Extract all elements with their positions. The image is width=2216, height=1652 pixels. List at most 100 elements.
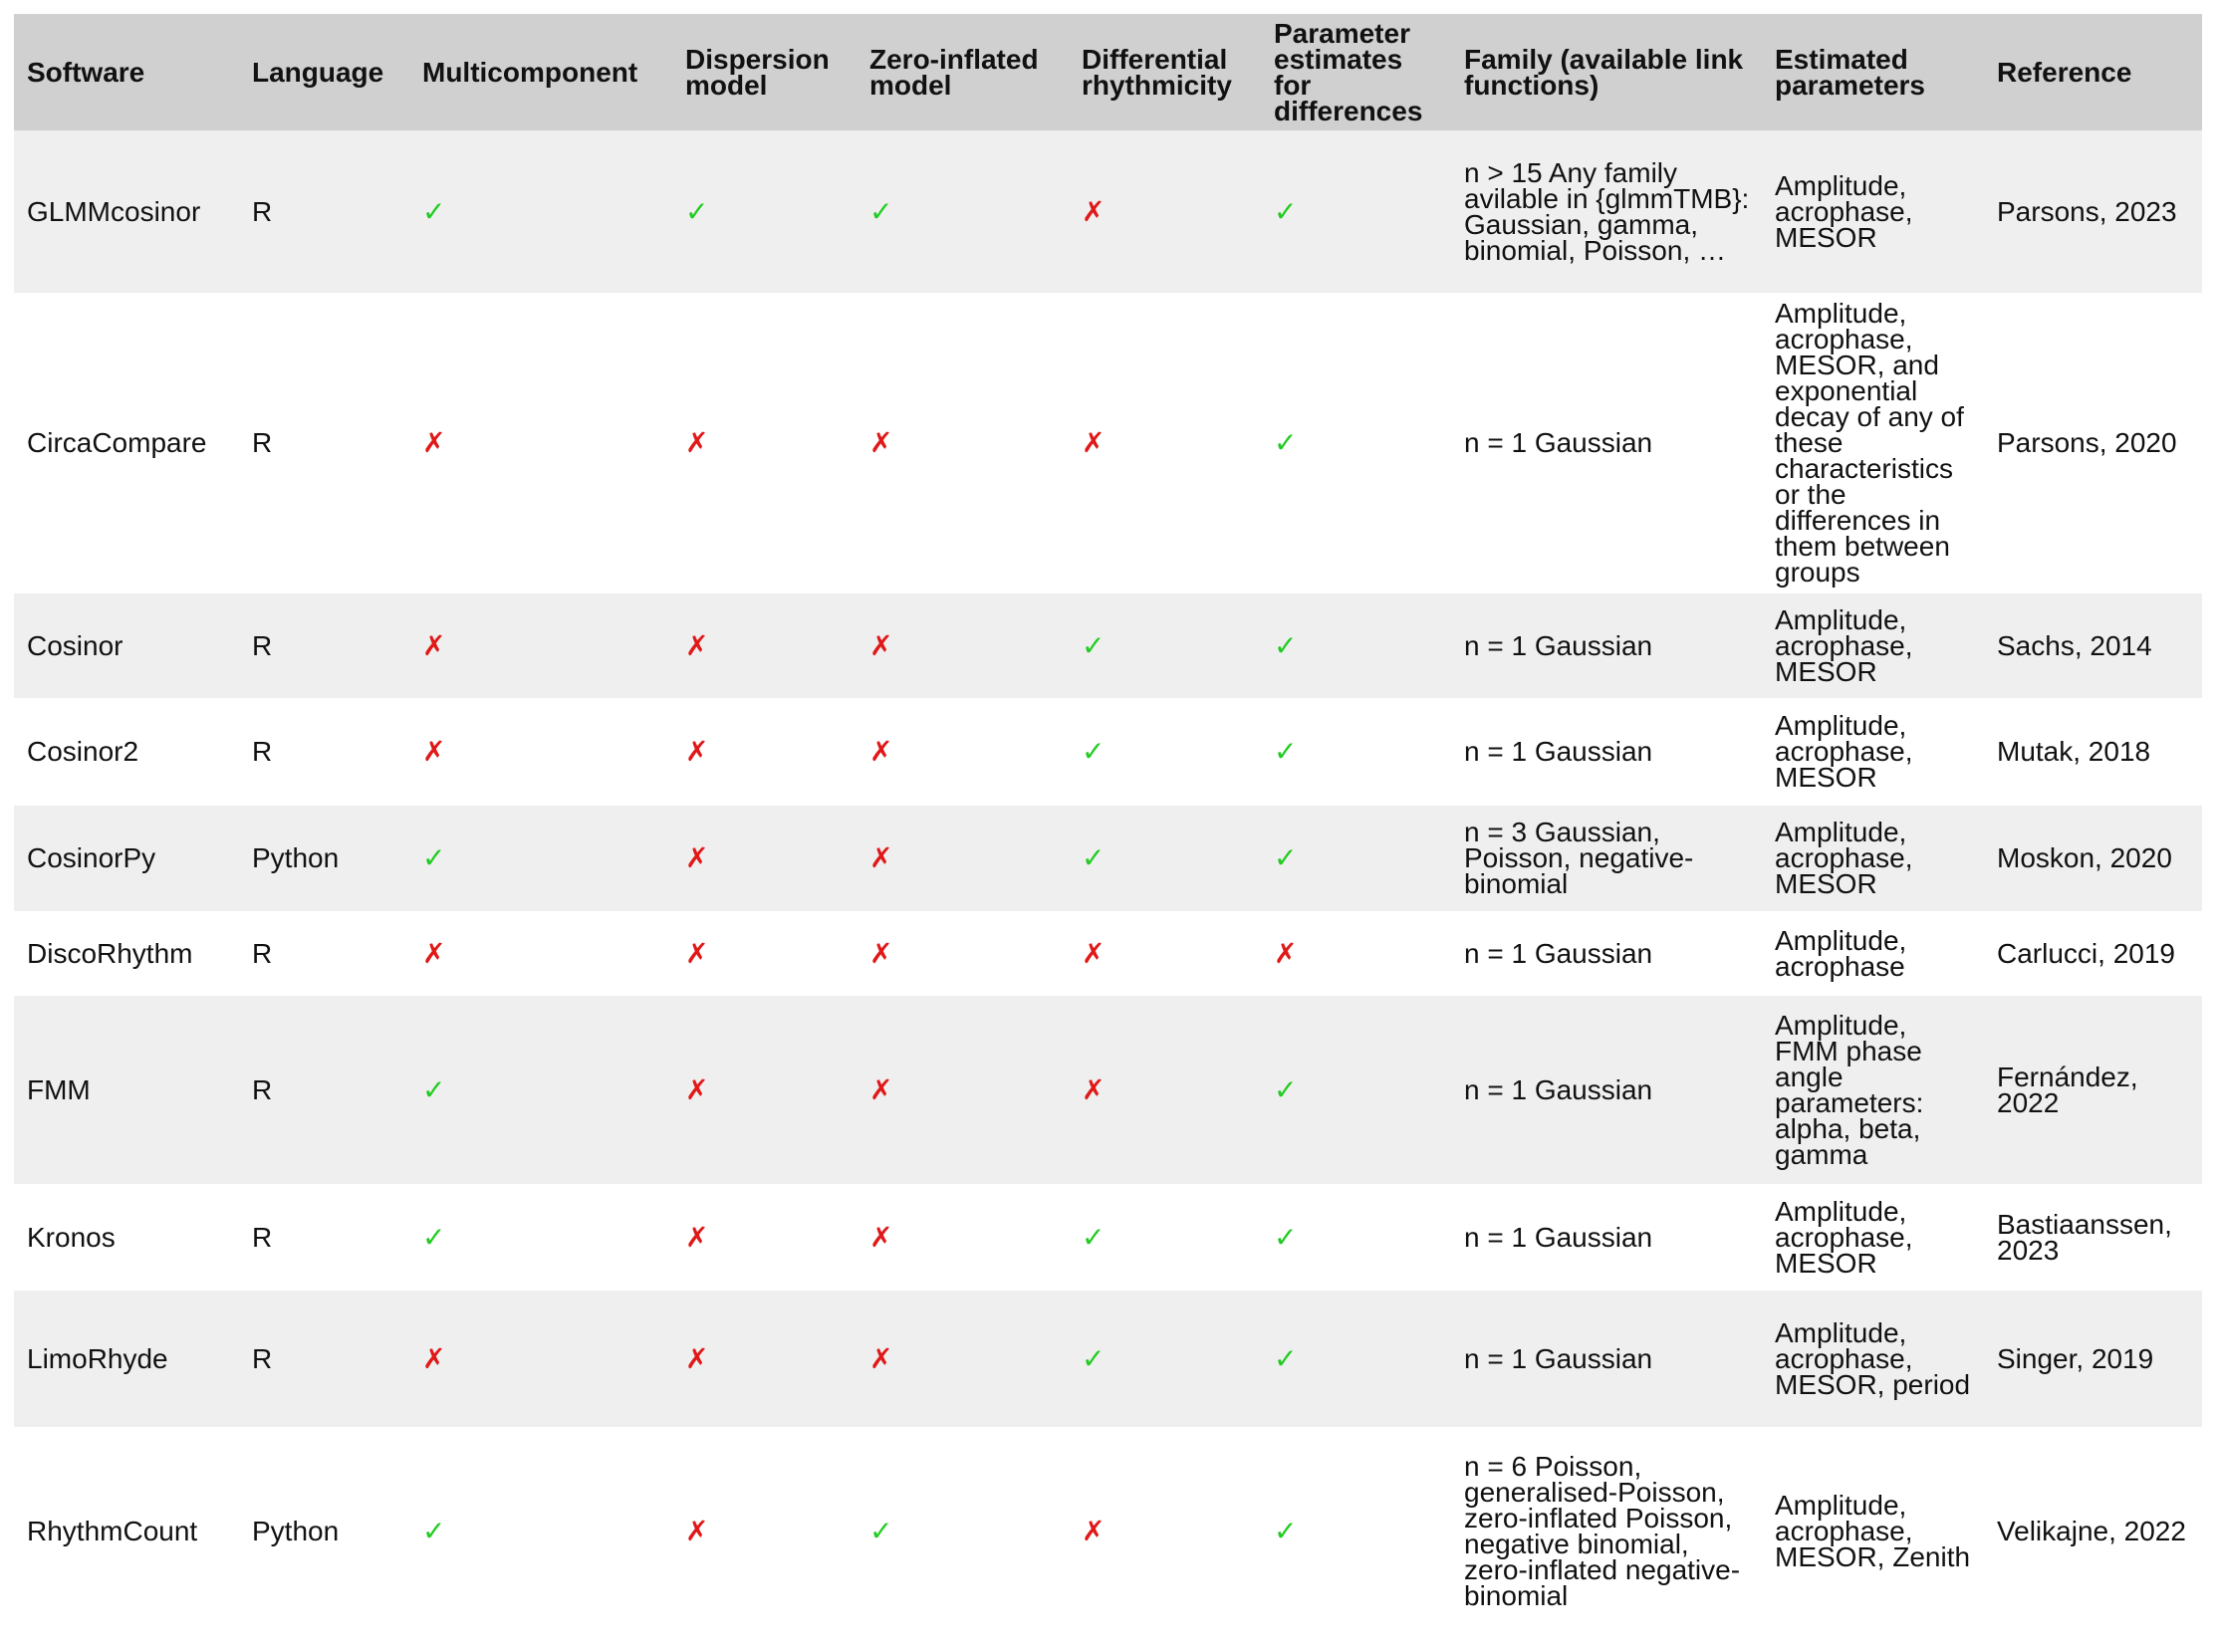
- table-cell: ✗: [409, 593, 672, 698]
- table-cell: ✗: [409, 911, 672, 996]
- cell-text: ✗: [422, 736, 446, 767]
- cell-text: n = 1 Gaussian: [1464, 1073, 1653, 1105]
- cell-text: ✓: [1082, 1221, 1106, 1253]
- cell-text: ✗: [685, 427, 709, 458]
- table-row: RhythmCount Python ✓ ✗ ✓ ✗ ✓ n = 6 Poisson, gen…: [14, 1427, 2202, 1636]
- cell-text: R: [252, 427, 273, 458]
- cell-text: Carlucci, 2019: [1997, 937, 2175, 969]
- cell-text: R: [252, 736, 273, 767]
- cell-text: Amplitude, acrophase, MESOR: [1775, 817, 1913, 899]
- cell-text: n > 15 Any family avilable in {glmmTMB}:…: [1464, 159, 1750, 264]
- cell-text: ✗: [685, 1342, 709, 1374]
- cell-text: ✓: [685, 195, 709, 227]
- cell-text: FMM: [27, 1073, 91, 1105]
- cell-text: R: [252, 1342, 273, 1374]
- cell-text: Amplitude, acrophase, MESOR: [1775, 169, 1913, 253]
- table-cell: Sachs, 2014: [1984, 593, 2202, 698]
- cell-text: LimoRhyde: [27, 1342, 168, 1374]
- cell-text: ✓: [1274, 1516, 1298, 1546]
- table-cell: ✗: [672, 911, 857, 996]
- cell-text: ✓: [1274, 842, 1298, 873]
- table-row: CosinorPy Python ✓ ✗ ✗ ✓ ✓ n = 3 Gaussian, Pois…: [14, 806, 2202, 911]
- table-cell: R: [239, 130, 409, 293]
- table-cell: ✓: [1069, 1184, 1261, 1291]
- cell-text: ✗: [1082, 937, 1106, 969]
- table-cell: Amplitude, acrophase: [1762, 911, 1984, 996]
- cell-text: DiscoRhythm: [27, 937, 193, 969]
- table-cell: Mutak, 2018: [1984, 698, 2202, 806]
- table-cell: ✓: [1261, 1184, 1451, 1291]
- cell-text: ✗: [422, 937, 446, 969]
- table-cell: ✓: [1261, 293, 1451, 593]
- table-cell: Amplitude, acrophase, MESOR: [1762, 593, 1984, 698]
- cell-text: n = 6 Poisson, generalised-Poisson, zero…: [1464, 1451, 1741, 1611]
- comparison-table: Software Language Multicomponent Dispersion…: [14, 14, 2202, 1636]
- table-cell: Amplitude, acrophase, MESOR, and exponen…: [1762, 293, 1984, 593]
- table-cell: Amplitude, acrophase, MESOR: [1762, 1184, 1984, 1291]
- table-cell: Cosinor2: [14, 698, 239, 806]
- table-cell: ✓: [672, 130, 857, 293]
- cell-text: ✗: [1082, 195, 1106, 227]
- cell-text: Fernández, 2022: [1997, 1061, 2138, 1118]
- table-cell: ✗: [857, 996, 1069, 1184]
- column-header: Parameter estimates for differences: [1261, 14, 1451, 130]
- table-cell: ✗: [409, 293, 672, 593]
- table-row: Cosinor2 R ✗ ✗ ✗ ✓ ✓ n = 1 Gaussian Amplitude, a…: [14, 698, 2202, 806]
- table-cell: ✗: [409, 1291, 672, 1427]
- table-cell: n = 1 Gaussian: [1451, 593, 1762, 698]
- table-cell: ✗: [672, 996, 857, 1184]
- cell-text: ✗: [685, 1073, 709, 1105]
- table-cell: n = 1 Gaussian: [1451, 698, 1762, 806]
- cell-text: Amplitude, acrophase, MESOR, and exponen…: [1775, 298, 1964, 588]
- cell-text: ✓: [422, 1221, 446, 1253]
- table-cell: ✓: [1261, 130, 1451, 293]
- cell-text: ✗: [685, 736, 709, 767]
- table-cell: RhythmCount: [14, 1427, 239, 1636]
- table-cell: ✓: [1069, 1291, 1261, 1427]
- table-cell: n > 15 Any family avilable in {glmmTMB}:…: [1451, 130, 1762, 293]
- table-cell: CosinorPy: [14, 806, 239, 911]
- cell-text: ✓: [422, 842, 446, 873]
- table-cell: ✗: [672, 593, 857, 698]
- table-cell: ✓: [409, 1184, 672, 1291]
- cell-text: n = 1 Gaussian: [1464, 1221, 1653, 1253]
- table-cell: ✗: [1069, 996, 1261, 1184]
- cell-text: ✗: [869, 937, 893, 969]
- table-cell: Carlucci, 2019: [1984, 911, 2202, 996]
- cell-text: ✗: [869, 1073, 893, 1105]
- cell-text: ✗: [1082, 427, 1106, 458]
- table-cell: FMM: [14, 996, 239, 1184]
- cell-text: Kronos: [27, 1221, 116, 1253]
- table-cell: ✓: [1261, 996, 1451, 1184]
- cell-text: Velikajne, 2022: [1997, 1516, 2186, 1546]
- table-cell: Amplitude, acrophase, MESOR, Zenith: [1762, 1427, 1984, 1636]
- table-cell: ✓: [1261, 698, 1451, 806]
- table-cell: ✓: [857, 1427, 1069, 1636]
- cell-text: R: [252, 629, 273, 661]
- cell-text: ✗: [1274, 937, 1298, 969]
- table-cell: Moskon, 2020: [1984, 806, 2202, 911]
- table-cell: n = 1 Gaussian: [1451, 293, 1762, 593]
- table-cell: Velikajne, 2022: [1984, 1427, 2202, 1636]
- cell-text: ✓: [1082, 842, 1106, 873]
- table-cell: Amplitude, acrophase, MESOR: [1762, 806, 1984, 911]
- column-header: Estimated parameters: [1762, 14, 1984, 130]
- table-cell: n = 1 Gaussian: [1451, 911, 1762, 996]
- table-cell: ✗: [857, 1184, 1069, 1291]
- table-cell: n = 3 Gaussian, Poisson, negative-binomi…: [1451, 806, 1762, 911]
- cell-text: Moskon, 2020: [1997, 842, 2172, 873]
- table-cell: ✗: [672, 1291, 857, 1427]
- table-cell: ✗: [857, 1291, 1069, 1427]
- cell-text: Amplitude, acrophase, MESOR: [1775, 710, 1913, 793]
- column-header: Multicomponent: [409, 14, 672, 130]
- table-cell: ✓: [1069, 806, 1261, 911]
- cell-text: Amplitude, acrophase, MESOR: [1775, 603, 1913, 687]
- table-cell: CircaCompare: [14, 293, 239, 593]
- table-cell: ✗: [1069, 1427, 1261, 1636]
- cell-text: Amplitude, acrophase, MESOR: [1775, 1195, 1913, 1279]
- cell-text: CosinorPy: [27, 842, 156, 873]
- cell-text: n = 1 Gaussian: [1464, 427, 1653, 458]
- cell-text: ✓: [1274, 427, 1298, 458]
- cell-text: Parsons, 2020: [1997, 427, 2177, 458]
- table-cell: ✓: [1261, 1291, 1451, 1427]
